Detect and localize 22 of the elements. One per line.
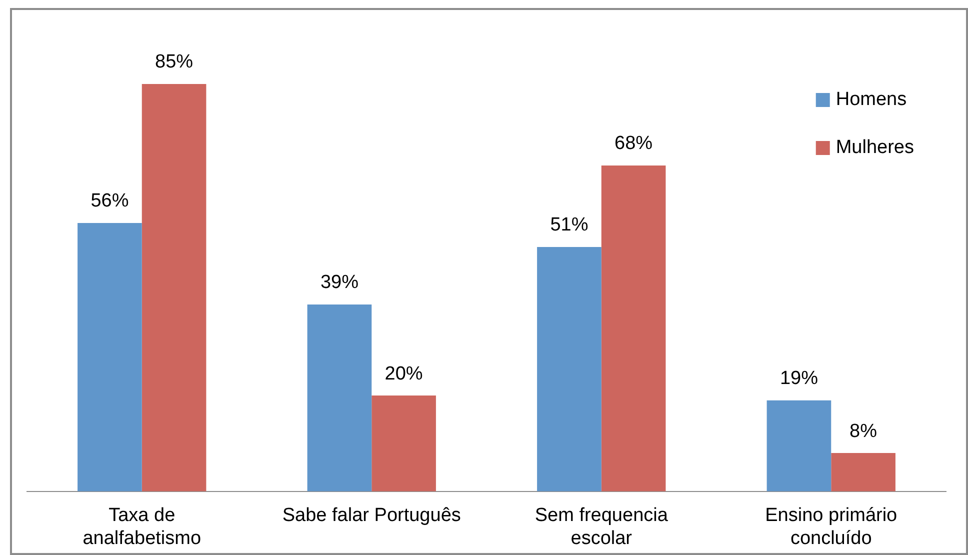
x-tick-label: Ensino primário concluído: [765, 505, 898, 549]
bar: [766, 400, 832, 492]
data-label: 19%: [780, 368, 818, 390]
data-label: 56%: [90, 190, 129, 212]
legend-label: Mulheres: [836, 137, 914, 158]
data-label: 51%: [550, 214, 588, 236]
bar: [831, 453, 896, 492]
bar: [142, 84, 206, 492]
legend-label: Homens: [836, 89, 907, 110]
data-label: 39%: [320, 272, 359, 294]
bar: [307, 304, 372, 492]
data-label: 85%: [155, 52, 194, 73]
data-label: 68%: [614, 133, 653, 154]
bar: [372, 396, 436, 492]
x-tick-label: Sabe falar Português: [282, 505, 461, 526]
bar: [537, 246, 602, 492]
bar: [601, 165, 666, 492]
x-tick-label: Taxa de analfabetismo: [82, 505, 202, 549]
data-label: 8%: [850, 420, 878, 442]
data-label: 20%: [384, 363, 423, 384]
bar: [78, 222, 142, 492]
x-tick-label: Sem frequencia escolar: [534, 505, 668, 549]
